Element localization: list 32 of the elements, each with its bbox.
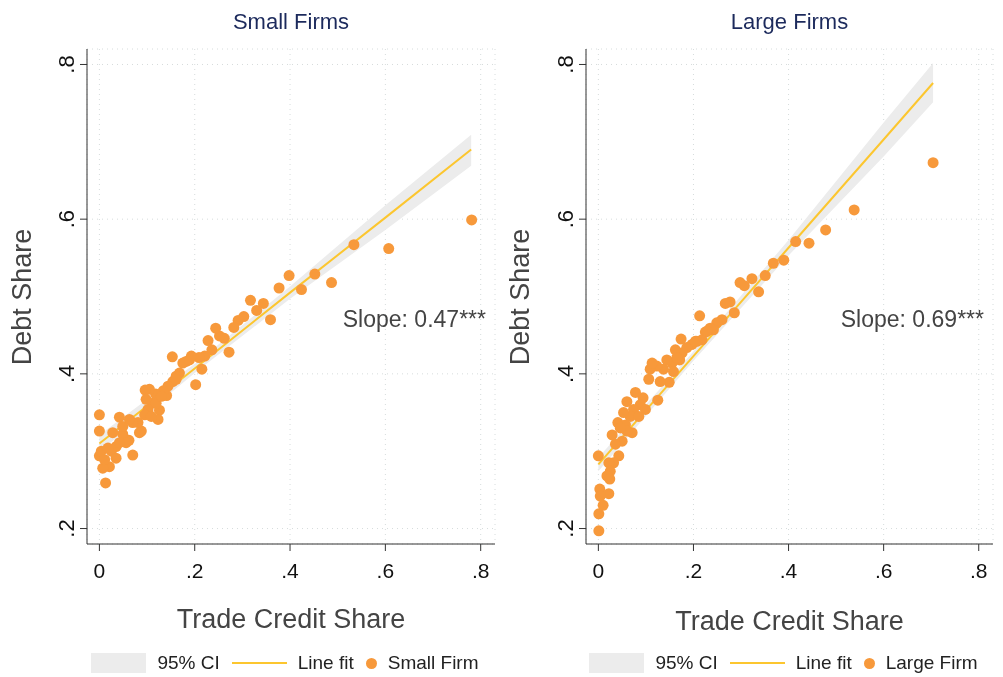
y-axis-title: Debt Share	[7, 228, 37, 365]
y-tick-label: .6	[553, 209, 578, 229]
x-tick-label: .2	[684, 558, 703, 582]
x-axis-title: Trade Credit Share	[674, 605, 905, 637]
y-tick-label: .8	[54, 55, 79, 74]
x-tick-label: .6	[874, 558, 893, 582]
annotation: Slope: 0.47***	[342, 304, 486, 333]
chart-title: Large Firms	[729, 9, 850, 35]
x-tick-label: .2	[185, 558, 204, 582]
x-tick-label: .4	[779, 558, 798, 582]
x-tick-label: .4	[281, 558, 300, 582]
x-tick-label: .8	[969, 558, 988, 582]
y-tick-label: .8	[553, 55, 578, 74]
y-tick-label: .4	[54, 364, 79, 384]
y-tick-label: .6	[54, 209, 79, 229]
legend-label: Line fit	[297, 652, 354, 674]
x-axis-title: Trade Credit Share	[175, 603, 407, 635]
x-tick-label: .6	[376, 558, 395, 582]
x-tick-label: .8	[471, 558, 490, 582]
text: 95% CI	[157, 652, 220, 674]
legend-label: Small Firm	[387, 652, 479, 674]
y-tick-label: .4	[553, 364, 578, 384]
annotation: Slope: 0.69***	[840, 304, 984, 333]
y-tick-label: .2	[54, 519, 79, 538]
legend-label: Large Firm	[885, 652, 978, 674]
text: 95% CI	[655, 652, 718, 674]
y-axis-title: Debt Share	[505, 228, 535, 365]
y-tick-label: .2	[553, 519, 578, 538]
legend-label: Line fit	[795, 652, 852, 674]
x-tick-label: 0	[592, 558, 605, 582]
x-tick-label: 0	[93, 558, 106, 582]
chart-title: Small Firms	[231, 9, 351, 35]
